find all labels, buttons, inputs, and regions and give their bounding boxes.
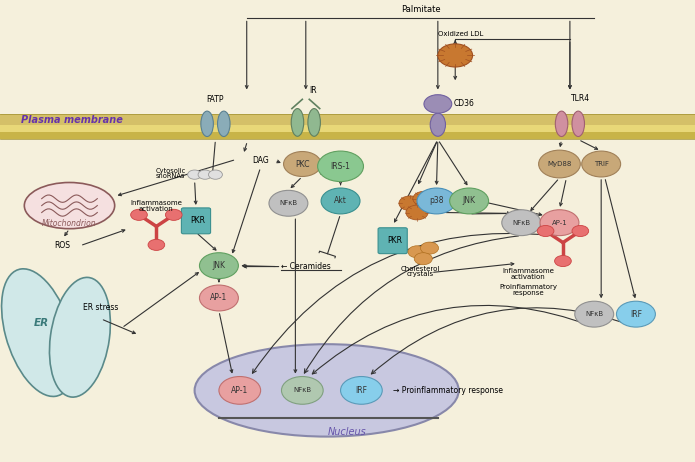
Text: Nucleus: Nucleus [328,427,367,437]
Circle shape [438,44,473,67]
FancyArrowPatch shape [312,305,591,374]
Text: Mitochondrion: Mitochondrion [42,219,97,228]
Text: JNK: JNK [213,261,225,270]
Text: Cytosolic: Cytosolic [155,168,186,174]
Text: IRF: IRF [355,386,368,395]
Circle shape [199,285,238,311]
Text: ← Ceramides: ← Ceramides [281,262,332,271]
Text: TLR4: TLR4 [571,94,590,103]
Circle shape [540,210,579,236]
FancyArrowPatch shape [371,308,633,374]
Circle shape [198,170,212,179]
Text: Inflammasome: Inflammasome [131,201,182,206]
Ellipse shape [49,277,111,397]
Ellipse shape [430,113,445,136]
Circle shape [414,253,432,265]
Text: NFκB: NFκB [293,388,311,393]
Circle shape [318,151,363,182]
Circle shape [165,209,182,220]
Circle shape [408,246,426,258]
Text: Cholesterol: Cholesterol [401,266,440,272]
Text: ER stress: ER stress [83,303,118,312]
FancyBboxPatch shape [181,208,211,234]
Ellipse shape [1,269,75,396]
Circle shape [281,377,323,404]
Ellipse shape [308,109,320,136]
Text: NFκB: NFκB [279,201,297,206]
FancyArrowPatch shape [252,233,550,373]
Circle shape [555,255,571,267]
Ellipse shape [291,109,304,136]
Text: activation: activation [139,206,174,212]
Circle shape [413,191,435,206]
Text: NFκB: NFκB [585,311,603,317]
FancyBboxPatch shape [378,228,407,254]
Circle shape [539,150,580,178]
Circle shape [399,196,421,211]
Text: ROS: ROS [54,241,71,250]
Text: → Proinflammatory response: → Proinflammatory response [393,386,502,395]
Circle shape [417,188,456,214]
Text: Akt: Akt [334,196,347,206]
Text: Plasma membrane: Plasma membrane [21,115,123,125]
Text: IRF: IRF [630,310,642,319]
Text: AP-1: AP-1 [211,293,227,303]
Text: Oxidized LDL: Oxidized LDL [438,31,484,37]
Bar [0,114,695,127]
Circle shape [188,170,202,179]
Circle shape [406,205,428,220]
Text: response: response [512,290,544,296]
Circle shape [321,188,360,214]
Circle shape [284,152,321,176]
Circle shape [199,253,238,279]
Ellipse shape [218,111,230,137]
Circle shape [450,188,489,214]
Text: IRS-1: IRS-1 [331,162,350,171]
Text: IR: IR [309,86,316,95]
Text: NFκB: NFκB [512,220,530,225]
Ellipse shape [555,111,568,137]
Circle shape [575,301,614,327]
Text: Inflammasome: Inflammasome [502,268,554,274]
Text: TRIF: TRIF [594,161,609,167]
Circle shape [219,377,261,404]
Text: FATP: FATP [206,95,224,104]
Text: p38: p38 [430,196,443,206]
Circle shape [208,170,222,179]
Text: CD36: CD36 [453,99,474,109]
Text: JNK: JNK [463,196,475,206]
Text: ER: ER [34,318,49,328]
Text: PKR: PKR [387,236,402,245]
Circle shape [420,242,439,254]
Circle shape [616,301,655,327]
Ellipse shape [201,111,213,137]
Circle shape [582,151,621,177]
Circle shape [341,377,382,404]
FancyArrowPatch shape [304,236,518,373]
Bar [0,125,695,139]
Text: snoRNAs: snoRNAs [156,174,185,179]
Ellipse shape [24,182,115,229]
Circle shape [537,225,554,237]
Text: AP-1: AP-1 [552,220,567,225]
Circle shape [131,209,147,220]
Text: PKR: PKR [190,216,206,225]
Text: crystals: crystals [407,271,434,277]
Text: activation: activation [511,274,546,280]
Text: MyD88: MyD88 [547,161,572,167]
Circle shape [148,239,165,250]
Ellipse shape [195,344,459,437]
Text: PKC: PKC [295,159,309,169]
Circle shape [269,190,308,216]
Text: DAG: DAG [252,156,269,165]
Ellipse shape [572,111,584,137]
Text: AP-1: AP-1 [231,386,248,395]
Text: Palmitate: Palmitate [400,5,441,14]
Circle shape [572,225,589,237]
Ellipse shape [424,95,452,113]
Circle shape [502,210,541,236]
Text: Proinflammatory: Proinflammatory [499,284,557,290]
Bar [0,125,695,132]
